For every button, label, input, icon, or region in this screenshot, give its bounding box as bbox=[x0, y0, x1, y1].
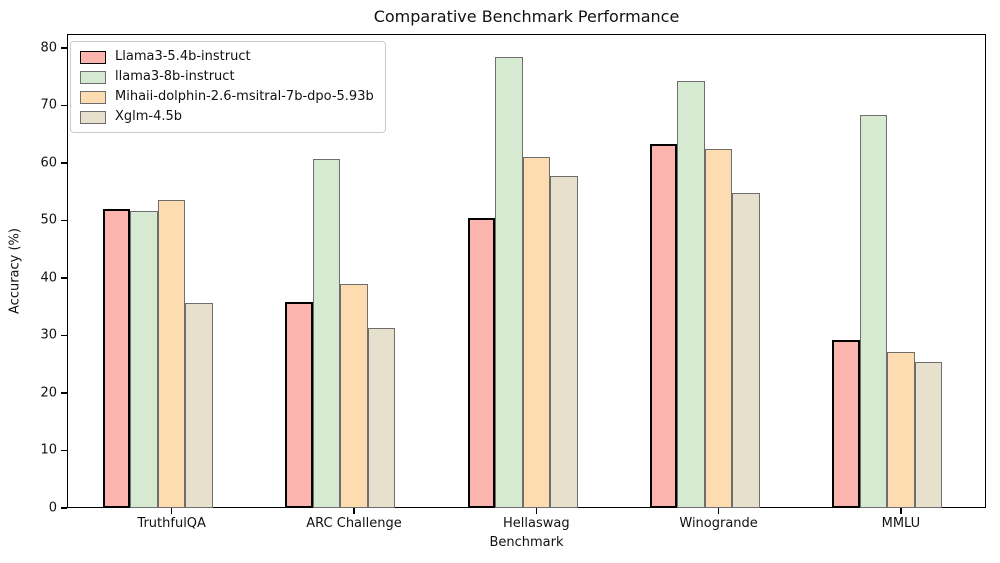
y-tick-label: 10 bbox=[40, 442, 57, 458]
x-tick-mark bbox=[353, 508, 355, 514]
legend-label: Xglm-4.5b bbox=[115, 109, 183, 124]
bar-xglm-hellaswag bbox=[550, 175, 578, 508]
bar-llama3-8b-hellaswag bbox=[495, 57, 523, 508]
y-tick-label: 30 bbox=[40, 327, 57, 343]
bar-llama3-5-4b-mmlu bbox=[832, 340, 860, 508]
y-tick-label: 20 bbox=[40, 385, 57, 401]
x-tick-label: ARC Challenge bbox=[306, 516, 402, 531]
y-axis-label: Accuracy (%) bbox=[7, 228, 23, 314]
bars-layer bbox=[67, 34, 986, 508]
legend-item: Mihaii-dolphin-2.6-msitral-7b-dpo-5.93b bbox=[80, 89, 374, 105]
x-tick-label: Winogrande bbox=[679, 516, 758, 531]
bar-mihaii-dolphin-arc-challenge bbox=[340, 284, 368, 508]
legend-swatch-icon bbox=[80, 50, 106, 64]
bar-xglm-truthfulqa bbox=[185, 302, 213, 508]
legend-swatch-icon bbox=[80, 90, 106, 104]
bar-llama3-8b-mmlu bbox=[859, 115, 888, 508]
legend: Llama3-5.4b-instruct llama3-8b-instruct Mi… bbox=[70, 41, 386, 133]
legend-label: llama3-8b-instruct bbox=[115, 69, 235, 84]
bar-llama3-5-4b-hellaswag bbox=[467, 218, 496, 508]
bar-xglm-mmlu bbox=[914, 362, 943, 508]
x-tick-label: TruthfulQA bbox=[137, 516, 206, 531]
y-tick-mark bbox=[61, 277, 67, 279]
y-tick-label: 70 bbox=[40, 97, 57, 113]
bar-mihaii-dolphin-hellaswag bbox=[522, 157, 551, 508]
bar-llama3-5-4b-winogrande bbox=[649, 144, 678, 508]
chart-title: Comparative Benchmark Performance bbox=[373, 7, 680, 26]
x-tick-mark bbox=[535, 508, 538, 514]
bar-llama3-8b-arc-challenge bbox=[312, 158, 341, 508]
y-tick-label: 0 bbox=[48, 500, 57, 516]
bar-xglm-winogrande bbox=[732, 192, 760, 508]
legend-item: llama3-8b-instruct bbox=[80, 69, 374, 85]
y-tick-label: 50 bbox=[40, 212, 57, 228]
bar-llama3-5-4b-truthfulqa bbox=[102, 209, 131, 508]
legend-swatch-icon bbox=[80, 70, 106, 84]
legend-swatch-icon bbox=[80, 110, 106, 124]
x-tick-mark bbox=[717, 508, 720, 514]
legend-label: Llama3-5.4b-instruct bbox=[115, 49, 251, 64]
y-tick-label: 60 bbox=[40, 155, 57, 171]
y-tick-mark bbox=[61, 392, 67, 394]
bar-llama3-8b-winogrande bbox=[677, 80, 705, 508]
y-tick-mark bbox=[61, 162, 67, 164]
y-tick-mark bbox=[61, 47, 67, 49]
legend-item: Xglm-4.5b bbox=[80, 109, 374, 125]
bar-xglm-arc-challenge bbox=[367, 327, 396, 508]
y-tick-mark bbox=[61, 219, 67, 222]
x-tick-mark bbox=[900, 508, 902, 514]
legend-item: Llama3-5.4b-instruct bbox=[80, 49, 374, 65]
y-tick-label: 80 bbox=[40, 40, 57, 56]
x-tick-label: MMLU bbox=[881, 516, 921, 531]
y-tick-mark bbox=[61, 449, 67, 452]
y-tick-mark bbox=[61, 104, 67, 107]
y-tick-label: 40 bbox=[40, 270, 57, 286]
legend-label: Mihaii-dolphin-2.6-msitral-7b-dpo-5.93b bbox=[115, 89, 374, 104]
bar-mihaii-dolphin-winogrande bbox=[704, 149, 733, 508]
bar-llama3-5-4b-arc-challenge bbox=[285, 301, 313, 508]
x-tick-mark bbox=[170, 508, 173, 514]
y-tick-mark bbox=[61, 334, 67, 337]
y-tick-mark bbox=[61, 507, 67, 509]
bar-mihaii-dolphin-mmlu bbox=[887, 352, 915, 508]
bar-llama3-8b-truthfulqa bbox=[130, 211, 158, 508]
bar-mihaii-dolphin-truthfulqa bbox=[157, 200, 186, 508]
x-axis-label: Benchmark bbox=[489, 535, 564, 550]
x-tick-label: Hellaswag bbox=[503, 516, 570, 531]
